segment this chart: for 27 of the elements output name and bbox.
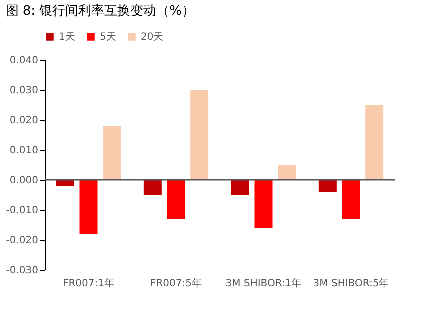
chart-title: 图 8: 银行间利率互换变动（%）	[6, 3, 196, 19]
legend-label: 5天	[100, 32, 116, 43]
y-tick-label: -0.020	[6, 236, 38, 246]
y-tick-label: 0.030	[10, 86, 38, 96]
bar	[278, 165, 296, 180]
bar	[167, 180, 186, 219]
y-tick-label: 0.010	[10, 146, 38, 156]
x-tick-label: 3M SHIBOR:1年	[226, 278, 302, 290]
x-tick-label: 3M SHIBOR:5年	[313, 278, 390, 290]
bar	[254, 180, 273, 228]
bar	[144, 180, 162, 195]
y-tick-label: 0.000	[10, 176, 38, 186]
legend-label: 1天	[59, 32, 76, 43]
bar	[190, 90, 209, 180]
bar	[231, 180, 250, 195]
y-tick-label: -0.010	[6, 206, 38, 216]
x-tick-label: FR007:5年	[150, 278, 202, 290]
bar	[342, 180, 360, 219]
bar	[318, 180, 337, 192]
x-tick-label: FR007:1年	[62, 278, 115, 290]
legend-label: 20天	[141, 32, 164, 43]
y-tick-label: 0.020	[10, 116, 38, 126]
bar	[366, 105, 384, 180]
y-tick-label: -0.030	[6, 266, 38, 276]
bar	[80, 180, 98, 234]
bar	[103, 126, 122, 180]
y-tick-label: 0.040	[10, 56, 38, 66]
